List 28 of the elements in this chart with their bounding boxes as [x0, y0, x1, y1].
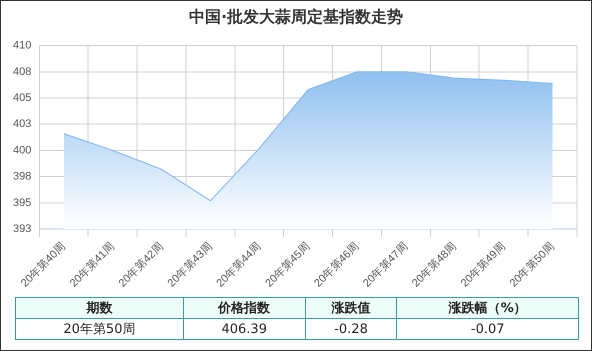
text: -0.07 — [396, 318, 578, 340]
x-tick-label: 20年第46周 — [312, 240, 362, 290]
text: 406.39 — [183, 318, 306, 340]
x-tick-label: 20年第45周 — [263, 240, 312, 290]
text: 20年第50周 — [16, 318, 184, 340]
text: 价格指数 — [183, 298, 306, 318]
x-tick-label: 20年第48周 — [410, 240, 460, 290]
x-tick-label: 20年第47周 — [361, 240, 410, 290]
x-tick-label: 20年第42周 — [116, 240, 166, 290]
x-tick-label: 20年第43周 — [166, 240, 215, 290]
text: 涨跌值 — [305, 298, 397, 318]
y-tick-label: 410 — [12, 40, 32, 52]
y-tick-label: 400 — [12, 144, 32, 156]
y-tick-label: 408 — [12, 66, 32, 78]
y-tick-label: 405 — [12, 92, 32, 104]
x-tick-label: 20年第41周 — [68, 240, 117, 290]
y-tick-label: 403 — [12, 118, 32, 130]
y-tick-label: 393 — [12, 223, 32, 236]
x-tick-label: 20年第40周 — [18, 240, 68, 290]
y-tick-label: 395 — [12, 196, 32, 209]
text: -0.28 — [305, 318, 397, 340]
y-tick-label: 398 — [12, 170, 32, 183]
text: 涨跌幅（%） — [396, 298, 578, 318]
text: 期数 — [16, 298, 184, 318]
chart-title: 中国·批发大蒜周定基指数走势 — [188, 7, 404, 28]
x-tick-label: 20年第49周 — [458, 240, 508, 290]
x-tick-label: 20年第44周 — [214, 240, 264, 290]
x-tick-label: 20年第50周 — [508, 240, 557, 290]
